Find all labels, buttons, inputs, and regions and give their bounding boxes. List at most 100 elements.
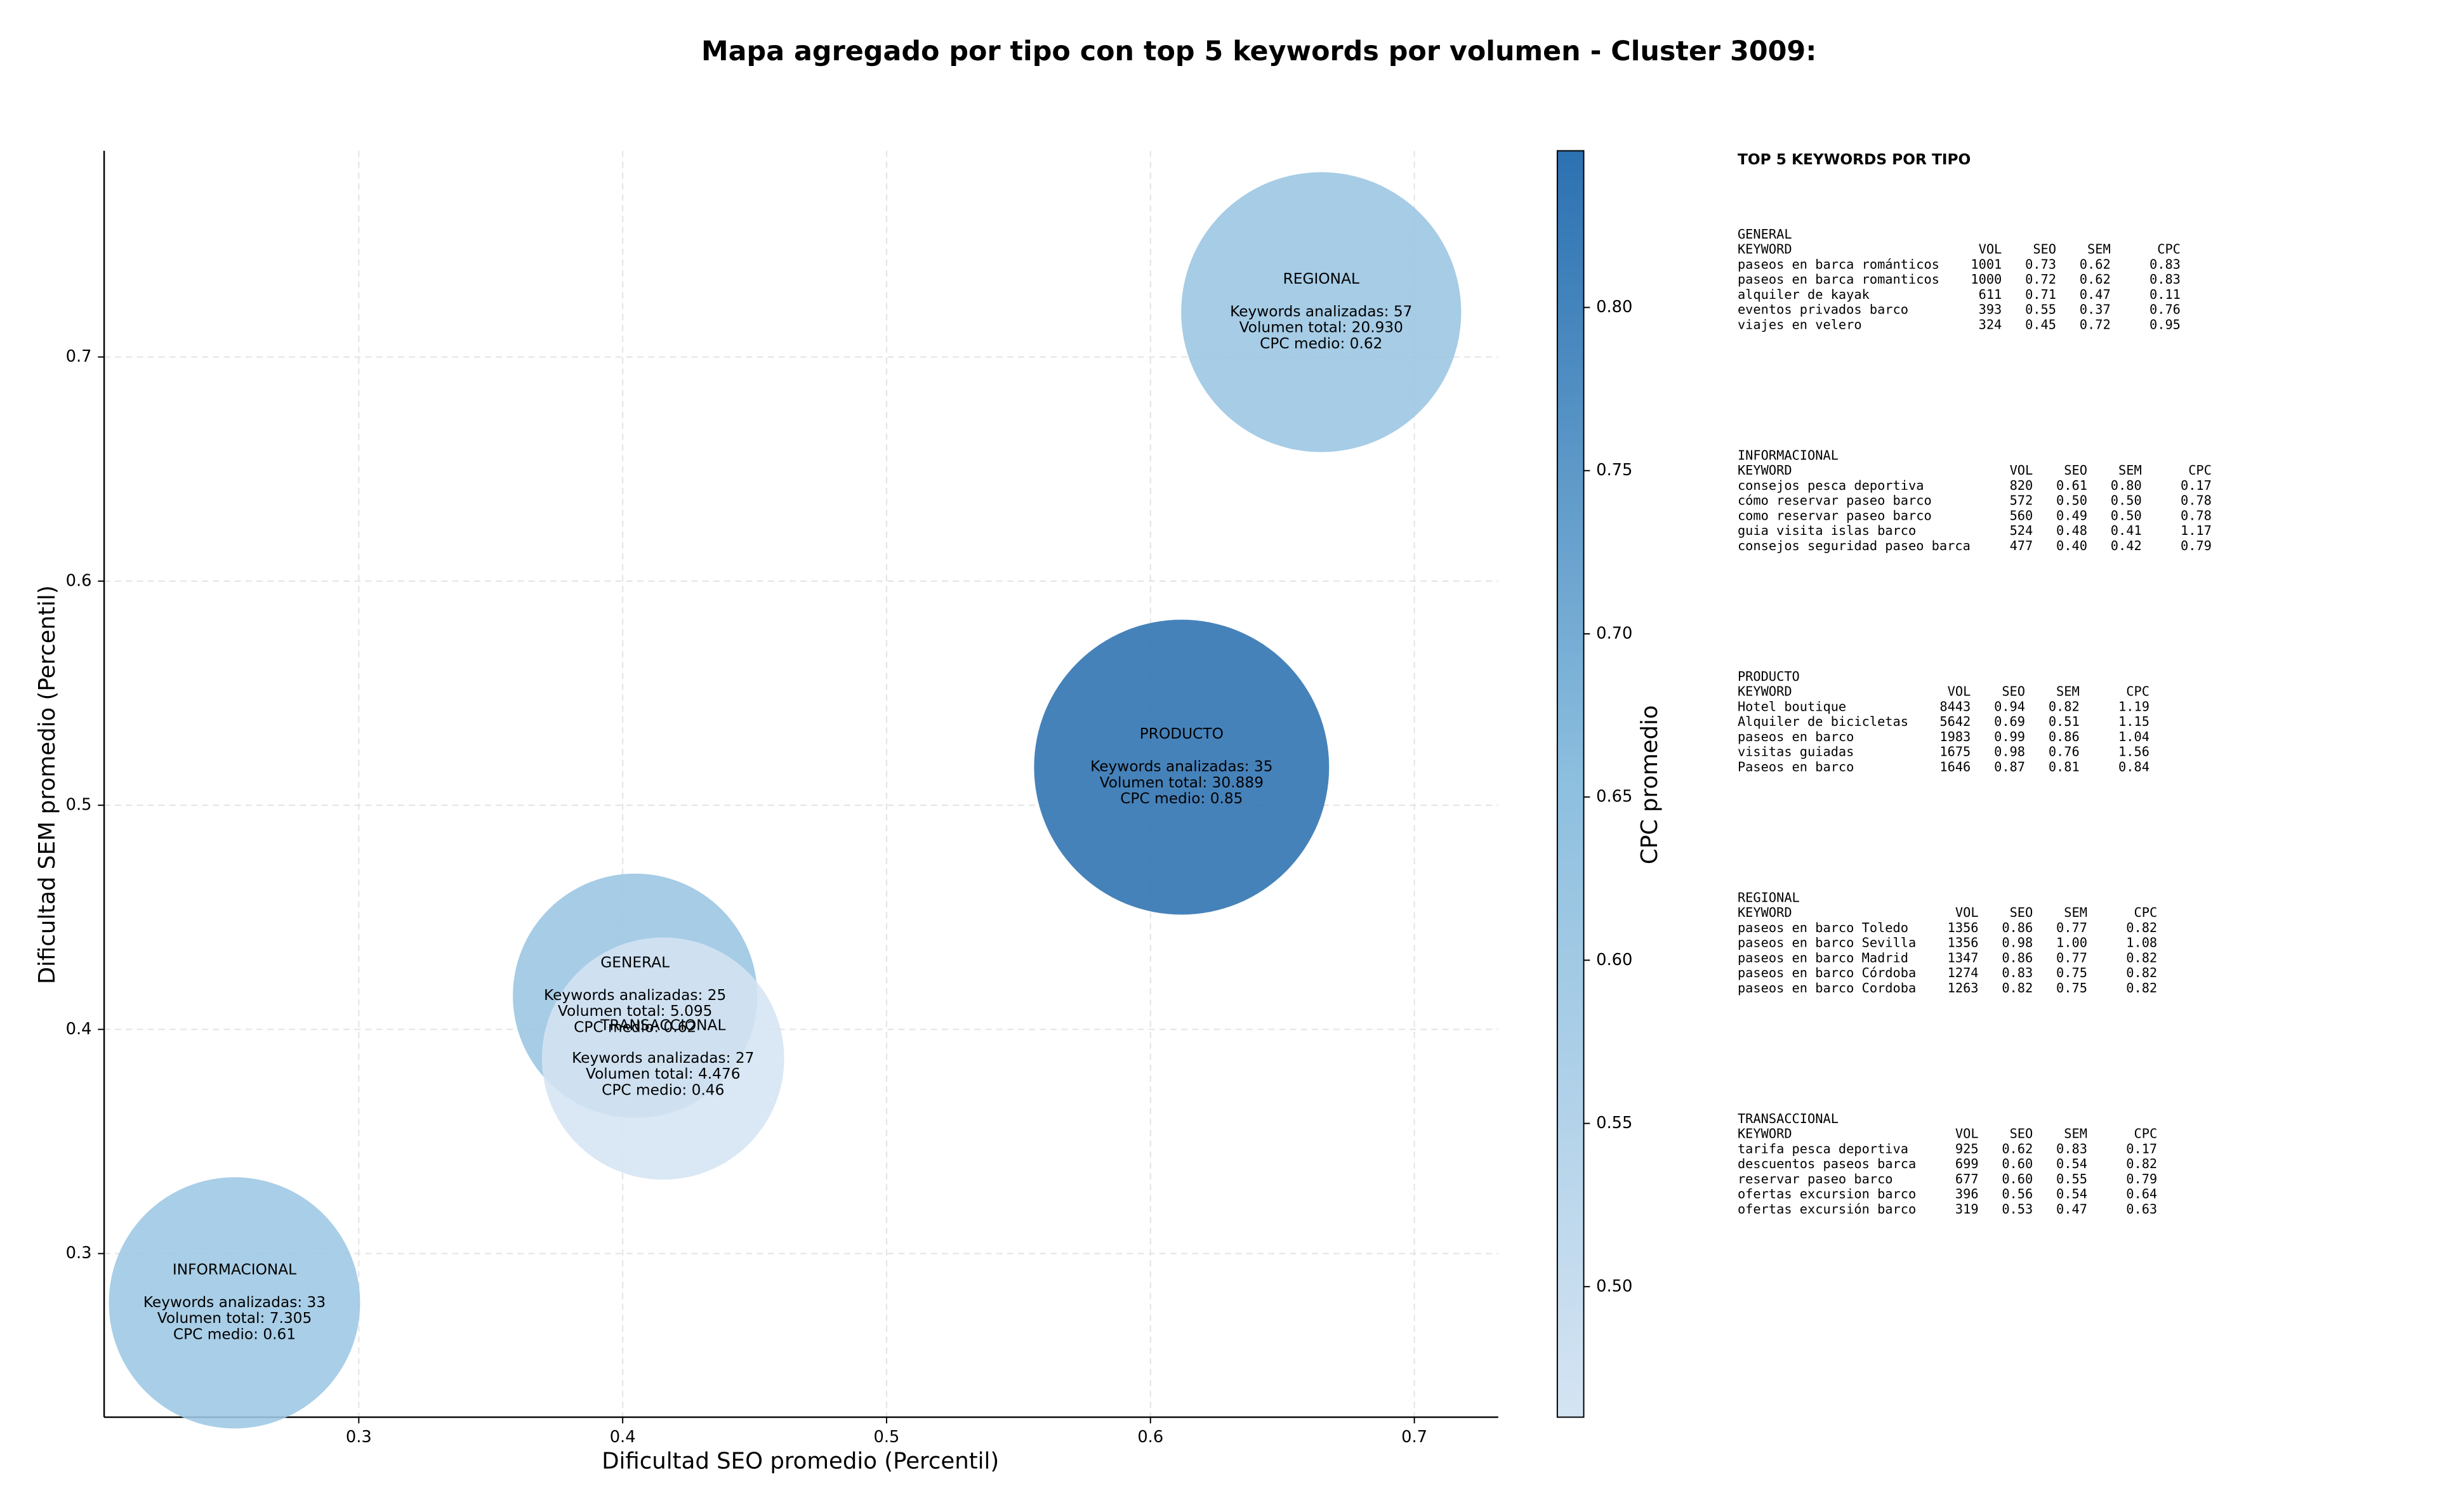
bubble-label: CPC medio: 0.85: [1120, 790, 1243, 807]
colorbar-tick-label: 0.60: [1596, 950, 1632, 970]
cell-value: 1.56: [2118, 744, 2150, 759]
cell-value: 0.60: [2002, 1156, 2033, 1171]
cell-value: 1356: [1948, 920, 1979, 935]
cell-value: 1.17: [2181, 523, 2212, 538]
cell-value: 699: [1955, 1156, 1979, 1171]
cell-value: 1.00: [2056, 935, 2087, 950]
x-tick-label: 0.5: [874, 1428, 900, 1447]
cell-value: 0.84: [2118, 759, 2150, 774]
column-header: KEYWORD: [1738, 1126, 1792, 1141]
column-header: VOL: [1955, 1126, 1979, 1141]
cell-value: 324: [1979, 317, 2002, 332]
cell-value: 1274: [1948, 965, 1979, 980]
bubble-name: GENERAL: [600, 954, 670, 971]
bubble-name: PRODUCTO: [1140, 725, 1224, 742]
cell-keyword: tarifa pesca deportiva: [1738, 1141, 1908, 1156]
column-header: SEO: [2010, 1126, 2033, 1141]
cell-value: 0.50: [2111, 493, 2142, 508]
bubble: [1181, 172, 1462, 452]
cell-keyword: paseos en barca romanticos: [1738, 272, 1939, 287]
column-header: SEM: [2064, 1126, 2087, 1141]
cell-keyword: paseos en barco Toledo: [1738, 920, 1908, 935]
column-header: VOL: [1955, 905, 1979, 920]
cell-value: 0.47: [2056, 1201, 2087, 1216]
cell-value: 0.55: [2025, 302, 2056, 317]
bubble: [109, 1177, 360, 1429]
panel-title: TOP 5 KEYWORDS POR TIPO: [1738, 151, 1971, 168]
y-tick-label: 0.3: [66, 1244, 92, 1263]
cell-value: 1001: [1971, 256, 2002, 272]
cell-value: 0.95: [2150, 317, 2181, 332]
cell-value: 0.72: [2025, 272, 2056, 287]
cell-value: 319: [1955, 1201, 1979, 1216]
bubble-name: INFORMACIONAL: [173, 1261, 296, 1278]
cell-value: 0.11: [2150, 287, 2181, 302]
cell-value: 0.99: [1994, 729, 2025, 744]
cell-keyword: ofertas excursion barco: [1738, 1187, 1916, 1202]
cell-value: 0.82: [2126, 950, 2157, 965]
cell-value: 0.79: [2181, 538, 2212, 553]
cell-keyword: reservar paseo barco: [1738, 1171, 1893, 1187]
cell-value: 0.42: [2111, 538, 2142, 553]
cell-value: 393: [1979, 302, 2002, 317]
column-header: CPC: [2134, 1126, 2157, 1141]
bubble-label: Keywords analizadas: 35: [1090, 758, 1272, 775]
group-name: PRODUCTO: [1738, 669, 1800, 684]
column-header: VOL: [1979, 242, 2002, 257]
cell-value: 0.81: [2049, 759, 2080, 774]
column-header: SEM: [2087, 242, 2111, 257]
cell-keyword: paseos en barco Córdoba: [1738, 965, 1916, 980]
cell-value: 0.61: [2056, 478, 2087, 493]
cell-value: 0.53: [2002, 1201, 2033, 1216]
cell-value: 0.75: [2056, 965, 2087, 980]
y-axis-label: Dificultad SEM promedio (Percentil): [34, 585, 60, 984]
cell-value: 0.83: [2002, 965, 2033, 980]
colorbar-tick-label: 0.55: [1596, 1114, 1632, 1133]
cell-keyword: Hotel boutique: [1738, 699, 1846, 714]
cell-value: 572: [2010, 493, 2033, 508]
cell-value: 0.47: [2080, 287, 2111, 302]
cell-value: 524: [2010, 523, 2033, 538]
cell-keyword: Alquiler de bicicletas: [1738, 714, 1908, 729]
cell-keyword: viajes en velero: [1738, 317, 1862, 332]
group-name: TRANSACCIONAL: [1738, 1111, 1839, 1126]
colorbar-tick-label: 0.75: [1596, 461, 1632, 480]
bubble-name: TRANSACCIONAL: [600, 1016, 725, 1034]
cell-keyword: ofertas excursión barco: [1738, 1201, 1916, 1216]
cell-value: 0.86: [2002, 920, 2033, 935]
cell-value: 0.80: [2111, 478, 2142, 493]
cell-keyword: paseos en barco Madrid: [1738, 950, 1908, 965]
cell-value: 1983: [1939, 729, 1971, 744]
cell-keyword: cómo reservar paseo barco: [1738, 493, 1932, 508]
cell-value: 0.71: [2025, 287, 2056, 302]
bubble-name: REGIONAL: [1283, 270, 1359, 287]
column-header: SEM: [2064, 905, 2087, 920]
cell-keyword: alquiler de kayak: [1738, 287, 1870, 302]
cell-value: 1356: [1948, 935, 1979, 950]
cell-value: 0.76: [2049, 744, 2080, 759]
y-tick-label: 0.7: [66, 347, 92, 366]
colorbar-tick-label: 0.50: [1596, 1277, 1632, 1296]
column-header: KEYWORD: [1738, 242, 1792, 257]
cell-value: 1.08: [2126, 935, 2157, 950]
cell-value: 1.15: [2118, 714, 2150, 729]
cell-value: 0.63: [2126, 1201, 2157, 1216]
bubble-label: CPC medio: 0.62: [574, 1018, 696, 1035]
cell-value: 0.82: [2126, 980, 2157, 996]
cell-value: 0.78: [2181, 508, 2212, 523]
cell-value: 1263: [1948, 980, 1979, 996]
cell-value: 0.94: [1994, 699, 2025, 714]
cell-value: 925: [1955, 1141, 1979, 1156]
cell-keyword: eventos privados barco: [1738, 302, 1908, 317]
cell-value: 0.82: [2049, 699, 2080, 714]
colorbar-tick-label: 0.65: [1596, 787, 1632, 806]
column-header: VOL: [1948, 684, 1971, 699]
colorbar: [1556, 150, 1585, 1418]
cell-value: 1347: [1948, 950, 1979, 965]
column-header: KEYWORD: [1738, 905, 1792, 920]
cell-keyword: descuentos paseos barca: [1738, 1156, 1916, 1171]
cell-keyword: paseos en barco Cordoba: [1738, 980, 1916, 996]
cell-value: 0.50: [2111, 508, 2142, 523]
cell-keyword: consejos pesca deportiva: [1738, 478, 1924, 493]
